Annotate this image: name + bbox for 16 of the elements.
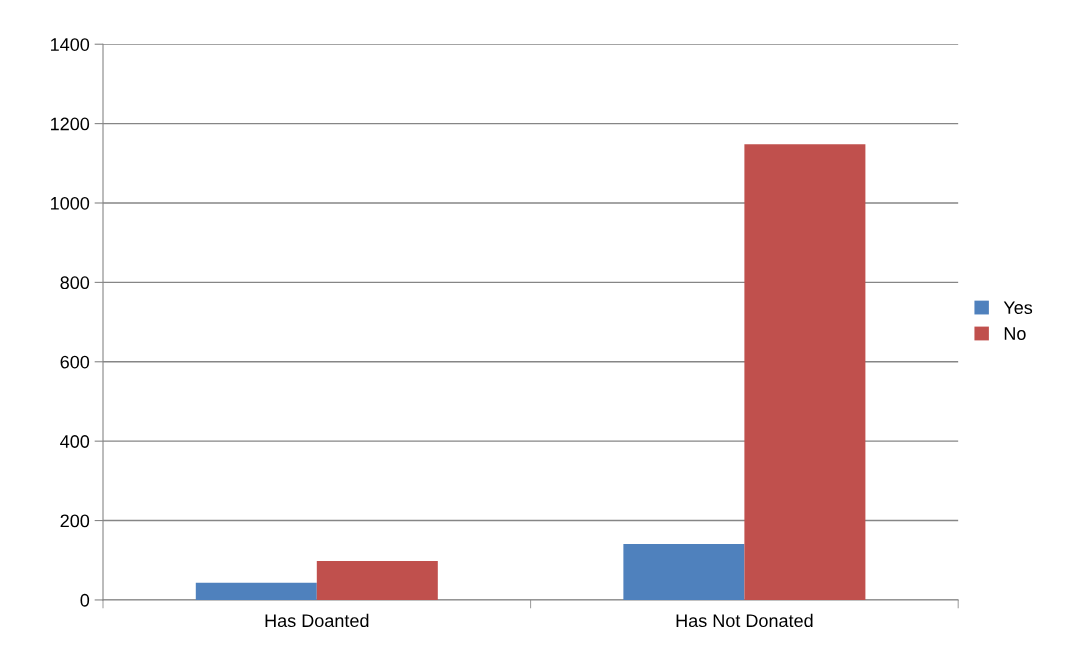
y-tick-label: 600 [60,355,90,369]
bar [316,561,438,600]
y-tick-label: 1200 [51,117,90,131]
y-tick-label: 400 [60,435,90,448]
bar [623,543,745,600]
y-tick-label: 1000 [51,196,90,210]
x-tick-label: Has Not Donated [676,613,813,628]
legend-label: No [1004,327,1026,340]
legend-label: Yes [1003,301,1033,314]
bar [195,582,317,600]
bar [744,144,866,600]
y-tick-label: 0 [80,593,90,607]
y-tick-label: 800 [60,276,90,290]
x-tick-label: Has Doanted [265,613,369,628]
y-tick-label: 200 [60,514,90,528]
y-tick-label: 1400 [51,38,90,51]
